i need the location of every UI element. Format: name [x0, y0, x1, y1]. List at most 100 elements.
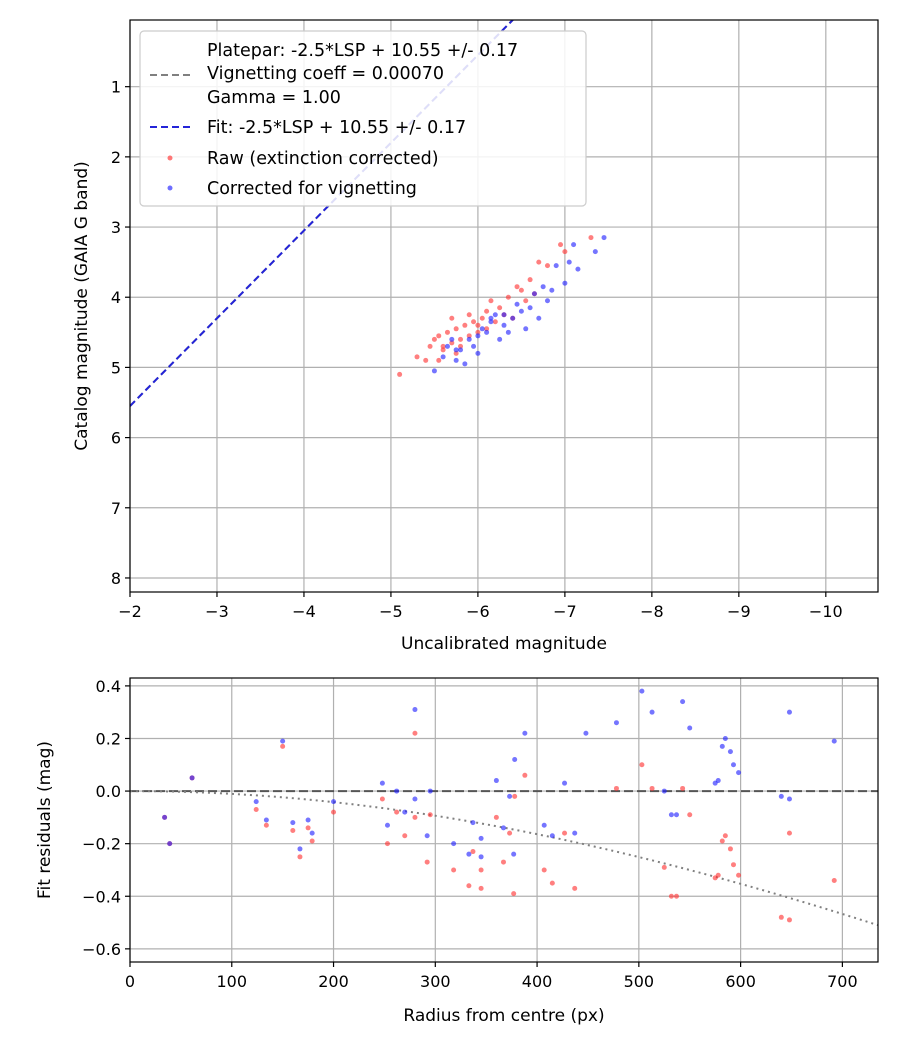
raw-point	[423, 357, 429, 363]
raw-point	[402, 833, 408, 839]
corrected-point	[549, 287, 555, 293]
residuals-ticks: 0 100 200 300 400 500 600 700 0.4 0.2 0.0 −0.2 −0.4 −…	[82, 677, 858, 991]
raw-point	[661, 864, 667, 870]
raw-point	[475, 322, 481, 328]
corrected-point	[511, 851, 517, 857]
corrected-point	[475, 333, 481, 339]
x-tick-label: −3	[205, 602, 229, 621]
raw-point	[379, 796, 385, 802]
raw-point	[440, 347, 446, 353]
corrected-point	[549, 833, 555, 839]
raw-point	[444, 329, 450, 335]
corrected-point	[379, 780, 385, 786]
corrected-point	[592, 249, 598, 255]
corrected-point	[453, 347, 459, 353]
corrected-point	[263, 817, 269, 823]
corrected-point	[449, 336, 455, 342]
raw-point	[786, 830, 792, 836]
corrected-point	[253, 799, 259, 805]
residuals-x-axis-label: Radius from centre (px)	[403, 1006, 604, 1026]
x-tick-label: −8	[640, 602, 664, 621]
legend-raw-marker	[167, 155, 173, 161]
raw-point	[527, 277, 533, 283]
raw-point	[541, 867, 547, 873]
residuals-grid	[129, 678, 878, 962]
corrected-point	[540, 284, 546, 290]
raw-point	[673, 893, 679, 899]
raw-point	[331, 809, 337, 815]
corrected-point	[394, 788, 400, 794]
y-tick-label: 0.2	[96, 729, 121, 748]
x-tick-label: 200	[318, 972, 349, 991]
corrected-point	[571, 242, 577, 248]
raw-point	[431, 336, 437, 342]
raw-point	[309, 838, 315, 844]
corrected-point	[523, 326, 529, 332]
raw-point	[544, 263, 550, 269]
raw-point	[536, 259, 542, 265]
corrected-point	[730, 762, 736, 768]
raw-point	[722, 833, 728, 839]
corrected-point	[668, 812, 674, 818]
raw-point	[613, 785, 619, 791]
raw-point	[727, 846, 733, 852]
y-tick-label: 0.4	[96, 677, 121, 696]
corrected-point	[412, 796, 418, 802]
x-tick-label: −9	[727, 602, 751, 621]
raw-point	[290, 828, 296, 834]
raw-point	[253, 806, 259, 812]
corrected-point	[451, 841, 457, 847]
y-tick-label: 2	[111, 148, 121, 167]
calibration-points	[397, 235, 607, 377]
corrected-point	[507, 793, 513, 799]
corrected-point	[497, 336, 503, 342]
raw-point	[500, 859, 506, 865]
corrected-point	[488, 315, 494, 321]
legend-corrected: Corrected for vignetting	[207, 179, 417, 199]
corrected-point	[505, 329, 511, 335]
corrected-point	[510, 315, 516, 321]
legend-platepar-line1: Platepar: -2.5*LSP + 10.55 +/- 0.17	[207, 41, 518, 61]
raw-point	[453, 350, 459, 356]
corrected-point	[475, 350, 481, 356]
raw-point	[572, 885, 578, 891]
corrected-point	[466, 851, 472, 857]
corrected-point	[167, 841, 173, 847]
corrected-point	[478, 835, 484, 841]
raw-point	[394, 809, 400, 815]
corrected-point	[613, 720, 619, 726]
raw-point	[414, 354, 420, 360]
corrected-point	[661, 788, 667, 794]
raw-point	[511, 891, 517, 897]
corrected-point	[531, 291, 537, 297]
x-tick-label: −10	[809, 602, 843, 621]
raw-point	[484, 308, 490, 314]
legend-platepar-line2: Vignetting coeff = 0.00070	[207, 64, 444, 84]
y-tick-label: 0.0	[96, 782, 121, 801]
x-tick-label: −6	[466, 602, 490, 621]
x-tick-label: 0	[125, 972, 135, 991]
corrected-point	[297, 846, 303, 852]
raw-point	[778, 914, 784, 920]
corrected-point	[384, 822, 390, 828]
corrected-point	[466, 336, 472, 342]
raw-point	[451, 867, 457, 873]
corrected-point	[722, 735, 728, 741]
corrected-point	[424, 833, 430, 839]
raw-point	[512, 793, 518, 799]
raw-point	[458, 336, 464, 342]
corrected-point	[715, 778, 721, 784]
corrected-point	[471, 343, 477, 349]
raw-point	[514, 284, 520, 290]
corrected-point	[280, 738, 286, 744]
corrected-point	[453, 357, 459, 363]
corrected-point	[727, 749, 733, 755]
raw-point	[562, 249, 568, 255]
corrected-point	[440, 354, 446, 360]
corrected-point	[290, 820, 296, 826]
raw-point	[453, 326, 459, 332]
y-tick-label: −0.4	[82, 887, 121, 906]
raw-point	[680, 785, 686, 791]
corrected-point	[501, 312, 507, 318]
raw-point	[384, 841, 390, 847]
